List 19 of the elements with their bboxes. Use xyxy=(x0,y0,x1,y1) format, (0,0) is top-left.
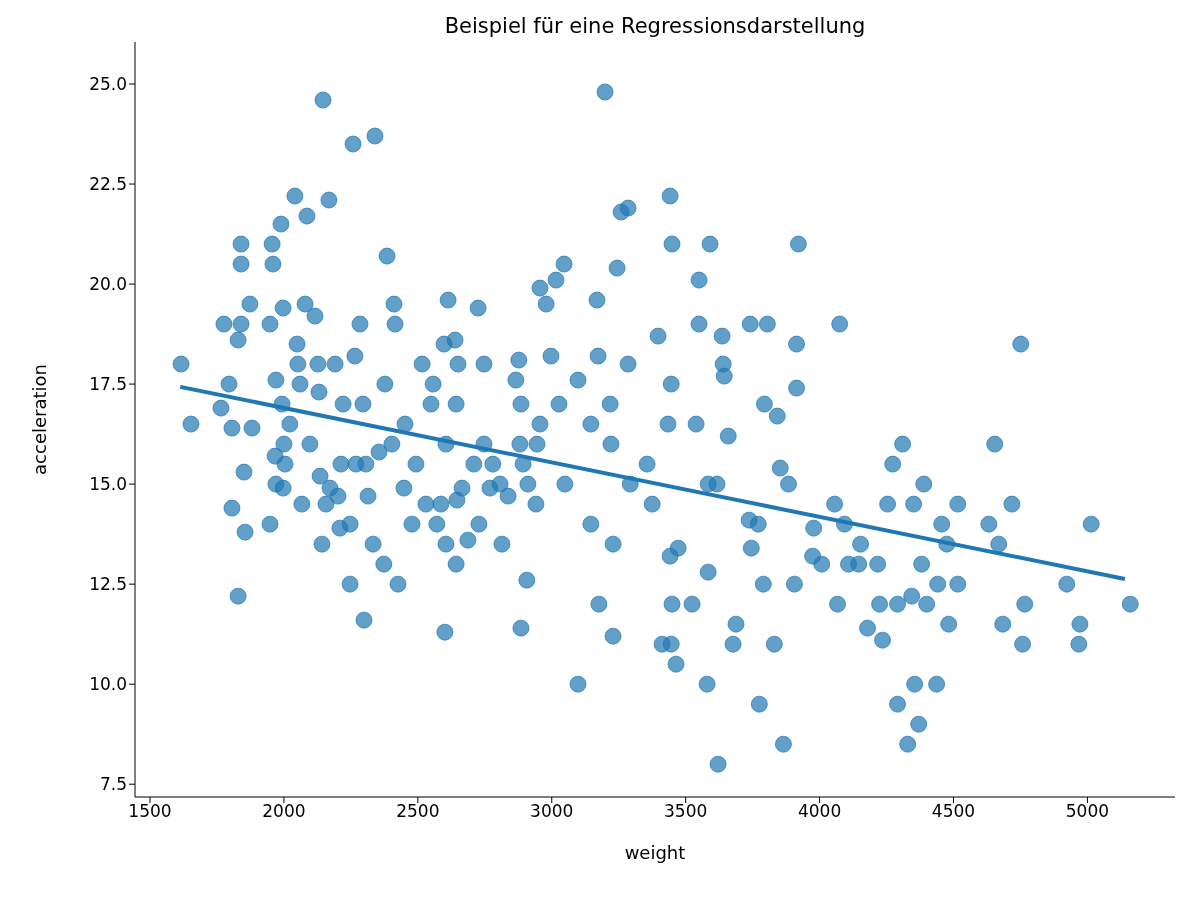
y-tick-label: 20.0 xyxy=(89,274,127,295)
x-tick-label: 2500 xyxy=(396,801,440,822)
y-tick-label: 22.5 xyxy=(89,174,127,195)
x-axis-title: weight xyxy=(624,842,686,863)
x-tick-label: 3500 xyxy=(664,801,708,822)
y-tick-label: 10.0 xyxy=(89,674,127,695)
x-tick-label: 5000 xyxy=(1065,801,1110,822)
y-tick-label: 12.5 xyxy=(89,574,127,595)
x-tick-label: 4500 xyxy=(931,801,976,822)
chart-title: Beispiel für eine Regressionsdarstellung xyxy=(443,14,867,38)
x-tick-label: 2000 xyxy=(262,801,306,822)
y-axis-title: acceleration xyxy=(29,364,51,475)
y-tick-label: 15.0 xyxy=(89,474,127,495)
x-tick-label: 1500 xyxy=(128,801,172,822)
y-tick-label: 7.5 xyxy=(99,774,127,795)
x-tick-label: 4000 xyxy=(797,801,842,822)
x-tick-label: 3000 xyxy=(530,801,574,822)
y-tick-label: 25.0 xyxy=(89,74,127,95)
y-tick-label: 17.5 xyxy=(89,374,127,395)
